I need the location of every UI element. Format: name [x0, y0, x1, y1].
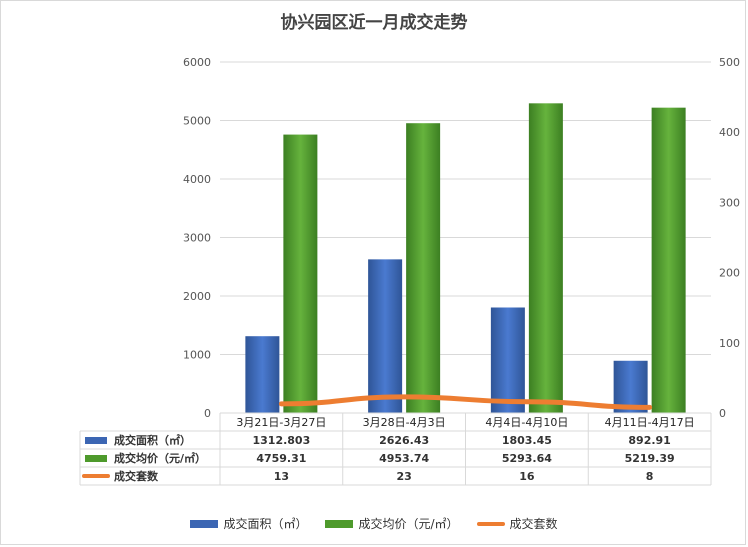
legend-item: 成交面积（㎡） [190, 515, 307, 532]
x-category-label: 4月4日-4月10日 [485, 416, 568, 429]
table-series-name: 成交面积（㎡） [114, 433, 191, 447]
y-left-tick-label: 2000 [183, 290, 211, 303]
data-label: 5219.39 [625, 452, 675, 465]
bar-area [245, 336, 280, 413]
y-left-tick-label: 3000 [183, 232, 211, 245]
y-right-tick-label: 100 [719, 337, 740, 350]
legend-swatch [476, 521, 505, 526]
data-label: 13 [274, 470, 289, 483]
data-label: 1803.45 [502, 434, 552, 447]
chart-area: 协兴园区近一月成交走势 0 1000 2000 3000 4000 5000 6000 0 10… [79, 12, 740, 486]
data-label: 4759.31 [256, 452, 306, 465]
legend-label: 成交套数 [509, 517, 558, 531]
legend: 成交面积（㎡） 成交均价（元/㎡） 成交套数 [0, 515, 748, 532]
x-category-label: 3月28日-4月3日 [363, 416, 446, 429]
y-left-tick-label: 5000 [183, 115, 211, 128]
data-label: 892.91 [628, 434, 670, 447]
x-category-label: 4月11日-4月17日 [605, 416, 695, 429]
y-left-tick-label: 0 [204, 407, 211, 420]
bar-price [528, 103, 563, 414]
bar-price [283, 134, 318, 413]
table-legend-swatch [85, 455, 107, 462]
legend-label: 成交面积（㎡） [223, 517, 308, 531]
y-right-tick-label: 300 [719, 196, 740, 209]
y-left-tick-label: 1000 [183, 349, 211, 362]
line-sales-count [278, 394, 653, 410]
bar-area [490, 307, 525, 413]
legend-label: 成交均价（元/㎡） [358, 517, 459, 531]
data-label: 16 [519, 470, 535, 483]
y-left-tick-label: 6000 [183, 56, 211, 69]
legend-swatch [325, 519, 354, 528]
y-right-tick-label: 0 [719, 407, 726, 420]
data-label: 1312.803 [252, 434, 310, 447]
bar-area [368, 259, 403, 413]
y-right-tick-label: 400 [719, 126, 740, 139]
legend-item: 成交均价（元/㎡） [325, 515, 459, 532]
y-left-tick-label: 4000 [183, 173, 211, 186]
table-series-name: 成交均价（元/㎡） [114, 451, 206, 465]
legend-swatch [190, 519, 219, 528]
data-label: 23 [396, 470, 411, 483]
legend-item: 成交套数 [476, 515, 558, 532]
y-right-tick-label: 500 [719, 56, 740, 69]
table-series-name: 成交套数 [114, 469, 159, 483]
x-category-label: 3月21日-3月27日 [236, 416, 326, 429]
table-legend-swatch [85, 437, 107, 444]
bar-price [406, 123, 441, 413]
data-label: 2626.43 [379, 434, 429, 447]
data-label: 4953.74 [379, 452, 429, 465]
y-right-tick-label: 200 [719, 267, 740, 280]
chart-title: 协兴园区近一月成交走势 [281, 12, 468, 33]
data-label: 5293.64 [502, 452, 552, 465]
data-label: 8 [646, 470, 654, 483]
bar-price [651, 107, 686, 414]
